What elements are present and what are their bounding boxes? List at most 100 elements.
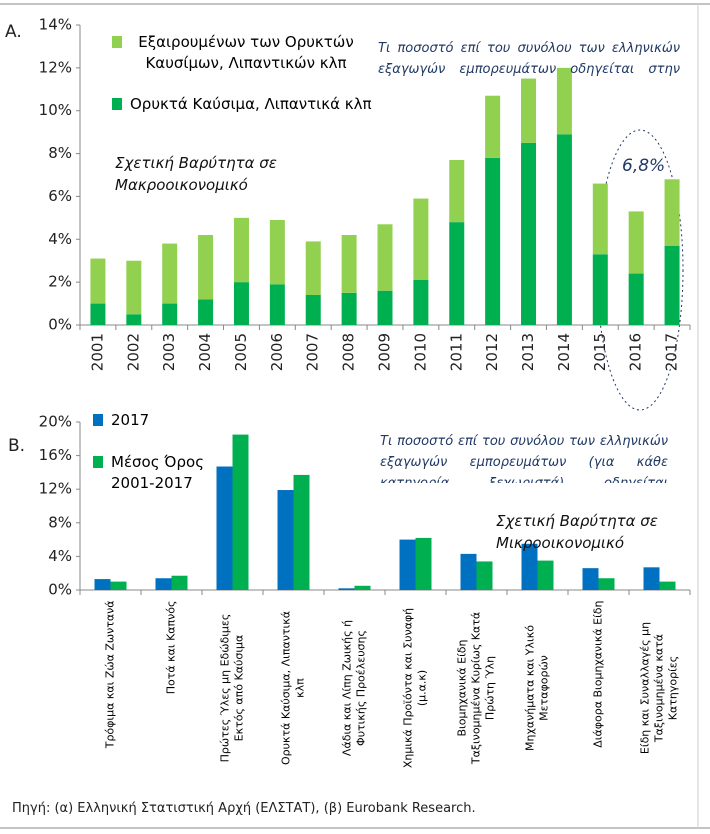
legend-item: Μέσος Όρος 2001-2017 <box>93 452 218 494</box>
legend-label: Ορυκτά Καύσιμα, Λιπαντικά κλπ <box>130 95 372 113</box>
bar <box>293 474 310 590</box>
annotation: Τι ποσοστό επί του συνόλου των ελληνικών… <box>380 434 668 483</box>
legend-label: Μέσος Όρος 2001-2017 <box>111 453 204 492</box>
legend-swatch <box>93 414 103 426</box>
bar <box>232 434 249 590</box>
legend-swatch <box>112 36 122 48</box>
bar <box>198 299 214 325</box>
bar <box>162 303 178 325</box>
bar <box>90 303 106 325</box>
x-tick-label: 2013 <box>519 333 537 371</box>
y-tick-label: 2% <box>48 273 72 291</box>
x-tick-label: Πρώτες Ύλες μη Εδώδιμες Εκτός από Καύσιμ… <box>218 613 246 762</box>
x-tick-label: Χημικά Προϊόντα και Συναφή (μ.α.κ) <box>401 607 429 768</box>
y-tick-label: 8% <box>48 513 72 531</box>
bar <box>233 282 249 325</box>
bar <box>110 581 127 590</box>
x-tick-label: 2009 <box>376 333 394 371</box>
bar <box>592 183 608 255</box>
bar <box>598 578 615 590</box>
y-tick-label: 4% <box>48 230 72 248</box>
bar <box>521 78 537 143</box>
bar <box>126 314 142 325</box>
x-tick-label: 2004 <box>196 333 214 371</box>
x-tick-label: 2010 <box>411 333 429 371</box>
bar <box>94 579 111 590</box>
bar <box>171 575 188 590</box>
bar <box>341 235 357 293</box>
x-tick-label: Μηχανήματα και Υλικό Μεταφορών <box>523 624 551 751</box>
bar <box>269 220 285 285</box>
bar <box>582 568 599 590</box>
bar <box>476 561 493 590</box>
bar <box>460 553 477 590</box>
x-tick-label: Είδη και Συναλλαγές μη Ταξινομημένα κατά… <box>638 621 680 754</box>
x-tick-label: 2016 <box>627 333 645 371</box>
bar <box>377 290 393 325</box>
bar <box>354 585 371 590</box>
y-tick-label: 10% <box>39 101 72 119</box>
bar <box>155 578 172 590</box>
y-tick-label: 0% <box>48 316 72 334</box>
bar <box>216 466 233 590</box>
bar <box>233 217 249 283</box>
legend-label: 2017 <box>111 411 150 429</box>
bar <box>449 160 465 223</box>
bar <box>521 142 537 325</box>
x-tick-label: 2017 <box>663 333 681 371</box>
bar <box>592 254 608 325</box>
x-tick-label: Τρόφιμα και Ζώα Ζωντανά <box>103 600 117 748</box>
y-tick-label: 8% <box>48 144 72 162</box>
bar <box>628 273 644 325</box>
legend-item: Εξαιρουμένων των Ορυκτών Καυσίμων, Λιπαν… <box>112 32 362 74</box>
legend-swatch <box>93 456 103 468</box>
bar <box>341 292 357 325</box>
bar <box>90 258 106 304</box>
y-tick-label: 16% <box>39 446 72 464</box>
bar <box>305 241 321 295</box>
bar <box>162 243 178 304</box>
bar <box>449 222 465 325</box>
x-tick-label: 2003 <box>160 333 178 371</box>
bar <box>413 198 429 280</box>
bar <box>628 211 644 274</box>
annotation: Σχετική Βαρύτητα σε Μακροοικονομικό <box>115 154 277 194</box>
annotation: Τι ποσοστό επί του συνόλου των ελληνικών… <box>378 41 680 77</box>
x-tick-label: Διάφορα Βιομηχανικά Είδη <box>591 600 605 748</box>
bar <box>338 588 355 590</box>
x-tick-label: 2001 <box>88 333 106 371</box>
bar <box>415 537 432 590</box>
source: Πηγή: (α) Ελληνική Στατιστική Αρχή (ΕΛΣΤ… <box>12 801 476 816</box>
x-tick-label: 2006 <box>268 333 286 371</box>
bar <box>556 67 572 135</box>
panel-label: B. <box>8 436 26 456</box>
y-tick-label: 14% <box>39 16 72 34</box>
y-tick-label: 12% <box>39 480 72 498</box>
bar <box>485 95 501 158</box>
bar <box>643 567 660 590</box>
x-tick-label: Λάδια και Λίπη Ζωικής ή Φυτικής Προέλευσ… <box>340 619 368 756</box>
x-tick-label: 2012 <box>483 333 501 371</box>
bar <box>399 539 416 590</box>
y-tick-label: 0% <box>48 581 72 599</box>
annotation: 6,8% <box>622 156 666 176</box>
bar <box>198 235 214 300</box>
bar <box>126 260 142 315</box>
x-tick-label: 2005 <box>232 333 250 371</box>
y-tick-label: 6% <box>48 187 72 205</box>
legend-label: Εξαιρουμένων των Ορυκτών Καυσίμων, Λιπαν… <box>138 33 354 72</box>
x-tick-label: 2008 <box>340 333 358 371</box>
bar <box>377 224 393 291</box>
highlight-ellipse <box>596 129 684 411</box>
panel-label: A. <box>5 22 22 42</box>
x-tick-label: 2011 <box>447 333 465 371</box>
bar <box>664 245 680 325</box>
bar <box>305 295 321 325</box>
x-tick-label: 2014 <box>555 333 573 371</box>
annotation: Σχετική Βαρύτητα σε Μικροοικονομικό <box>496 512 658 552</box>
x-tick-label: 2015 <box>591 333 609 371</box>
y-tick-label: 4% <box>48 547 72 565</box>
y-tick-label: 12% <box>39 58 72 76</box>
